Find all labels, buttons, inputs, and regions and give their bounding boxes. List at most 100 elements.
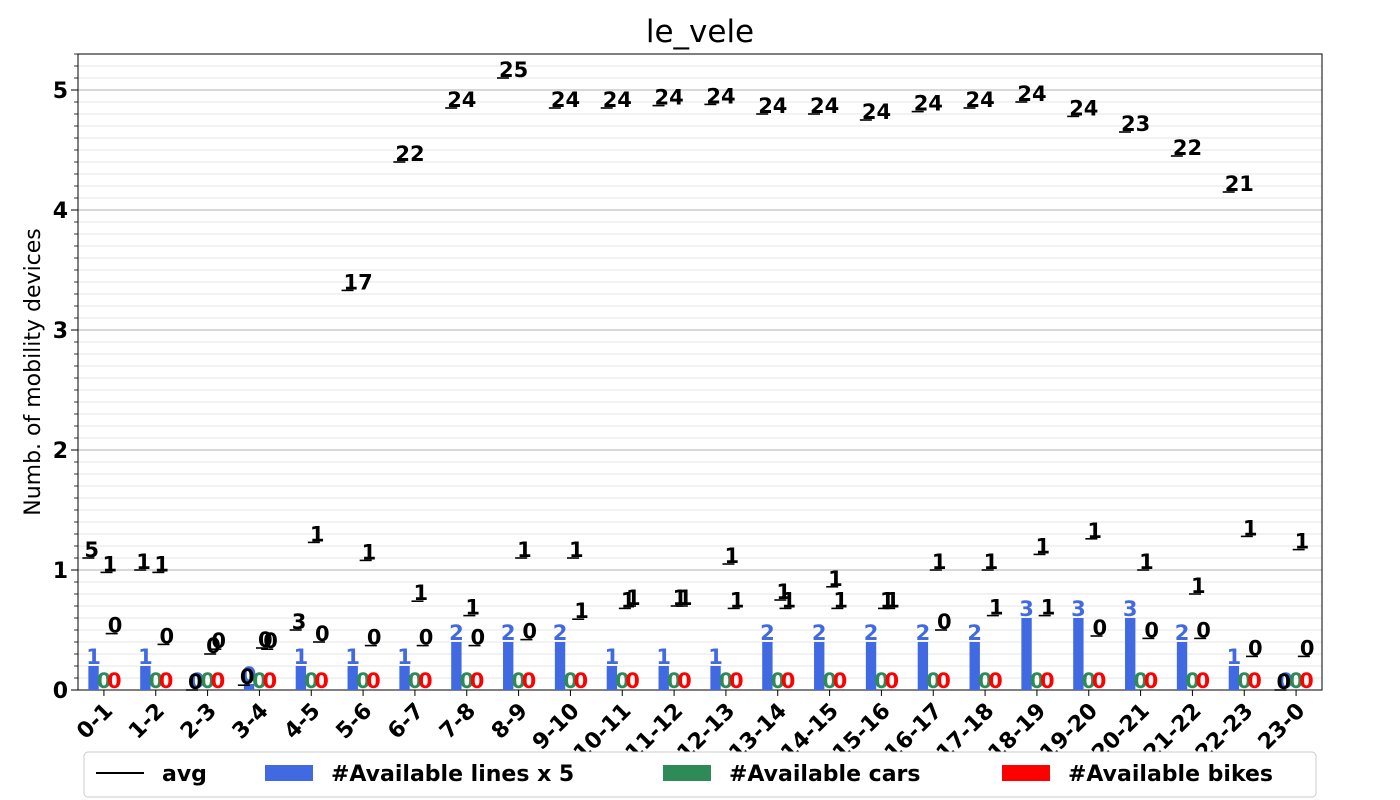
bar-value-label: 2 bbox=[449, 621, 464, 645]
chart-title: le_vele bbox=[646, 14, 754, 50]
bar bbox=[1073, 618, 1084, 690]
bar-value-label: 0 bbox=[1299, 669, 1314, 693]
bar-value-label: 0 bbox=[262, 669, 277, 693]
avg-value-label: 24 bbox=[447, 88, 476, 112]
bar-value-label: 2 bbox=[553, 621, 568, 645]
bar-value-label: 0 bbox=[252, 669, 267, 693]
bar-value-label: 0 bbox=[522, 669, 537, 693]
avg-markers bbox=[82, 77, 1310, 691]
avg-value-label: 1 bbox=[1295, 530, 1310, 554]
avg-value-label: 0 bbox=[471, 626, 486, 650]
bar-value-label: 0 bbox=[936, 669, 951, 693]
bar-value-label: 0 bbox=[242, 663, 257, 687]
bar bbox=[503, 642, 514, 690]
avg-value-label: 1 bbox=[1036, 534, 1051, 558]
avg-value-label: 0 bbox=[240, 665, 255, 689]
bar-value-label: 0 bbox=[107, 669, 122, 693]
avg-value-label: 1 bbox=[776, 580, 791, 604]
legend-swatch bbox=[1002, 765, 1050, 781]
avg-value-label: 24 bbox=[706, 84, 735, 108]
avg-value-label: 0 bbox=[1277, 670, 1292, 694]
bar bbox=[295, 666, 307, 690]
y-tick-label: 2 bbox=[53, 439, 68, 464]
avg-value-label: 1 bbox=[154, 552, 169, 576]
bar-value-label: 0 bbox=[978, 669, 993, 693]
avg-value-label: 1 bbox=[362, 540, 377, 564]
avg-value-label: 22 bbox=[1173, 136, 1202, 160]
bar bbox=[1125, 618, 1136, 690]
y-axis-label: Numb. of mobility devices bbox=[21, 228, 46, 516]
bar-value-label: 2 bbox=[916, 621, 931, 645]
bar-value-label: 0 bbox=[625, 669, 640, 693]
grid bbox=[78, 53, 1322, 679]
avg-value-label: 1 bbox=[1139, 550, 1154, 574]
bar-value-label: 0 bbox=[97, 669, 112, 693]
bar-value-label: 0 bbox=[1092, 669, 1107, 693]
avg-value-label: 1 bbox=[984, 550, 999, 574]
avg-value-label: 0 bbox=[1248, 636, 1263, 660]
legend-swatch bbox=[663, 765, 711, 781]
avg-value-label: 24 bbox=[1017, 82, 1046, 106]
bar-value-label: 0 bbox=[511, 669, 526, 693]
avg-value-label: 1 bbox=[414, 581, 429, 605]
legend-label: #Available cars bbox=[729, 762, 921, 787]
avg-value-label: 1 bbox=[989, 596, 1004, 620]
bar-value-label: 0 bbox=[822, 669, 837, 693]
bar bbox=[347, 666, 358, 690]
bar-value-label: 0 bbox=[459, 669, 474, 693]
bar bbox=[969, 642, 980, 690]
avg-value-label: 0 bbox=[263, 629, 278, 653]
bar-value-label: 2 bbox=[967, 621, 982, 645]
bar-value-label: 0 bbox=[1237, 669, 1252, 693]
avg-value-label: 24 bbox=[551, 88, 580, 112]
legend-label: #Available lines x 5 bbox=[331, 762, 574, 787]
y-tick-label: 4 bbox=[53, 199, 68, 224]
bar-value-label: 2 bbox=[501, 621, 516, 645]
avg-value-label: 1 bbox=[626, 586, 641, 610]
avg-value-label: 24 bbox=[1069, 96, 1098, 120]
avg-value-label: 22 bbox=[395, 142, 424, 166]
bar-value-label: 0 bbox=[304, 669, 319, 693]
bar-value-label: 0 bbox=[418, 669, 433, 693]
bar-value-label: 3 bbox=[1123, 597, 1138, 621]
bar-value-label: 1 bbox=[86, 645, 101, 669]
avg-value-label: 24 bbox=[603, 88, 632, 112]
avg-value-label: 1 bbox=[782, 588, 797, 612]
bar bbox=[1176, 642, 1188, 690]
bar bbox=[814, 642, 825, 690]
bar-value-label: 0 bbox=[563, 669, 578, 693]
bar bbox=[140, 666, 151, 690]
bar-value-label: 0 bbox=[729, 669, 744, 693]
avg-value-label: 1 bbox=[885, 588, 900, 612]
y-tick-label: 3 bbox=[53, 319, 68, 344]
bar-value-label: 3 bbox=[1019, 597, 1034, 621]
avg-value-label: 0 bbox=[367, 626, 382, 650]
bar-value-label: 0 bbox=[356, 669, 371, 693]
bar bbox=[865, 642, 877, 690]
y-tick-label: 1 bbox=[53, 559, 68, 584]
bar bbox=[88, 666, 99, 690]
bar bbox=[451, 642, 462, 690]
bar-value-label: 0 bbox=[366, 669, 381, 693]
avg-value-label: 1 bbox=[517, 538, 532, 562]
avg-value-label: 24 bbox=[655, 86, 684, 110]
avg-value-label: 1 bbox=[621, 588, 636, 612]
avg-value-label: 24 bbox=[758, 94, 787, 118]
bar-value-label: 0 bbox=[874, 669, 889, 693]
bar-value-label: 1 bbox=[345, 645, 360, 669]
avg-value-label: 0 bbox=[937, 610, 952, 634]
avg-value-label: 1 bbox=[103, 552, 118, 576]
bar-value-label: 1 bbox=[1227, 645, 1242, 669]
bar-value-label: 0 bbox=[1040, 669, 1055, 693]
y-tick-label: 5 bbox=[53, 79, 68, 104]
bar-value-label: 0 bbox=[926, 669, 941, 693]
bar-value-label: 0 bbox=[1278, 669, 1293, 693]
avg-value-label: 1 bbox=[880, 588, 895, 612]
bar-value-label: 1 bbox=[138, 645, 153, 669]
bar-value-label: 0 bbox=[781, 669, 796, 693]
bar-value-label: 0 bbox=[884, 669, 899, 693]
avg-value-label: 1 bbox=[310, 522, 325, 546]
